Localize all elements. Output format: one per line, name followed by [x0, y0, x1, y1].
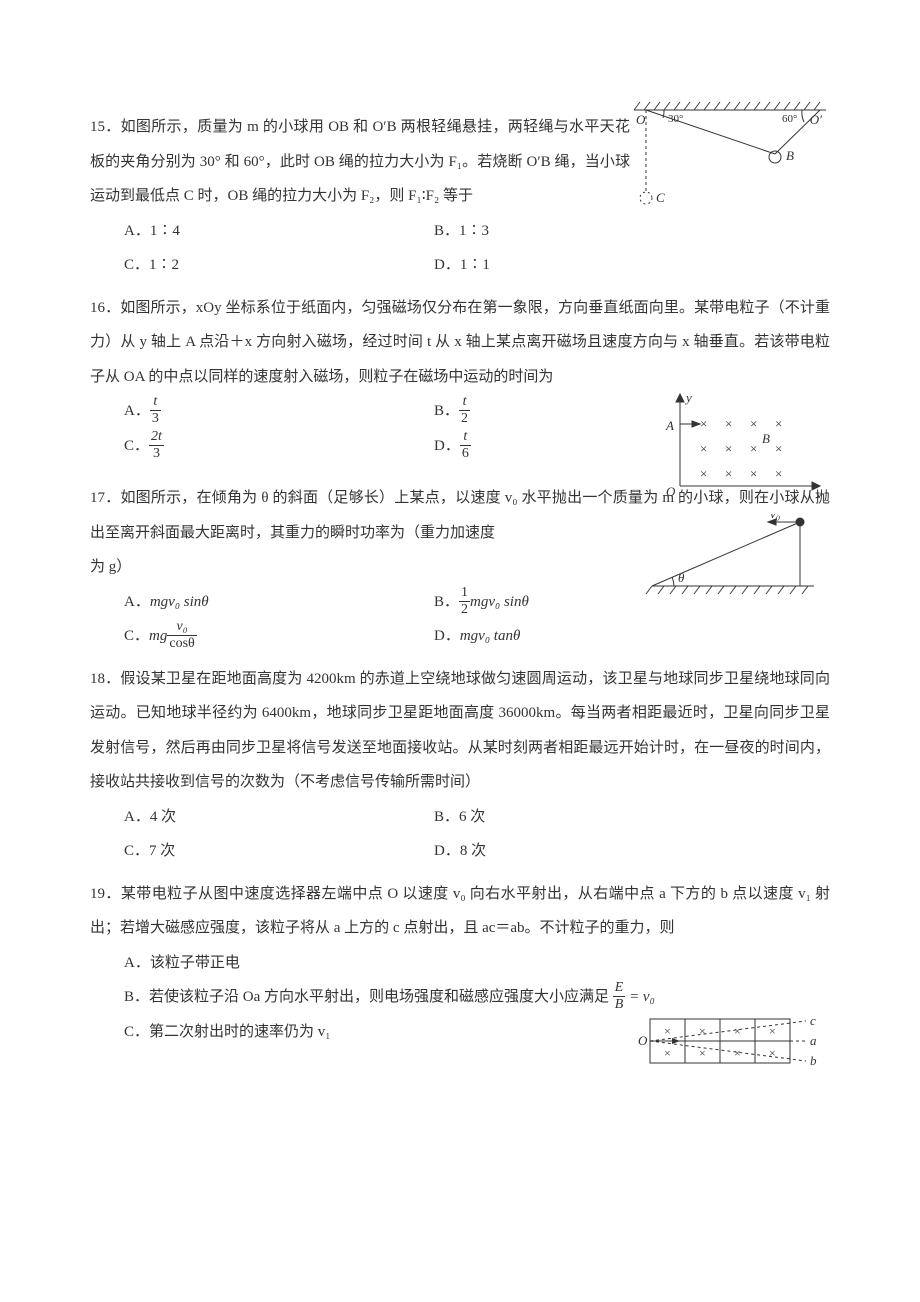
question-16: 16．如图所示，xOy 坐标系位于纸面内，匀强磁场仅分布在第一象限，方向垂直纸面…	[90, 291, 830, 464]
q15-number: 15．	[90, 119, 121, 135]
svg-text:×: ×	[750, 441, 757, 456]
svg-text:×: ×	[699, 1046, 706, 1060]
label-O: O	[638, 1033, 648, 1048]
svg-text:×: ×	[775, 466, 782, 481]
question-15: O O′ B C 30° 60° 15．如图所示，质量为 m 的小球用 OB 和…	[90, 110, 830, 283]
svg-text:×: ×	[769, 1024, 776, 1038]
q18-opts-row1: A．4 次 B．6 次	[90, 800, 830, 835]
q17-opt-d: D．mgv₀ tanθ	[434, 619, 694, 654]
svg-text:×: ×	[700, 416, 707, 431]
label-C: C	[656, 190, 665, 205]
q17-opt-c: C．mgv₀cosθ	[124, 619, 434, 654]
svg-text:×: ×	[725, 416, 732, 431]
q15-opt-c: C．1∶2	[124, 248, 434, 283]
q18-body: 假设某卫星在距地面高度为 4200km 的赤道上空绕地球做匀速圆周运动，该卫星与…	[90, 671, 830, 791]
q19-number: 19．	[90, 886, 121, 902]
question-18: 18．假设某卫星在距地面高度为 4200km 的赤道上空绕地球做匀速圆周运动，该…	[90, 662, 830, 869]
q18-opt-c: C．7 次	[124, 834, 434, 869]
svg-text:×: ×	[725, 466, 732, 481]
label-b: b	[810, 1053, 817, 1068]
svg-text:×: ×	[769, 1046, 776, 1060]
label-v0: v₀	[770, 514, 780, 521]
q15-opts-row2: C．1∶2 D．1∶1	[90, 248, 830, 283]
q18-opt-a: A．4 次	[124, 800, 434, 835]
svg-text:×: ×	[750, 416, 757, 431]
svg-text:×: ×	[664, 1046, 671, 1060]
svg-text:×: ×	[775, 441, 782, 456]
label-B: B	[786, 148, 794, 163]
svg-text:×: ×	[775, 416, 782, 431]
q19-body: 某带电粒子从图中速度选择器左端中点 O 以速度 v₀ 向右水平射出，从右端中点 …	[90, 886, 830, 937]
label-y: y	[684, 390, 692, 405]
q15-opt-a: A．1∶4	[124, 214, 434, 249]
q15-opt-d: D．1∶1	[434, 248, 694, 283]
label-B: B	[762, 431, 770, 446]
label-30deg: 30°	[668, 113, 683, 125]
label-c: c	[810, 1013, 816, 1028]
q16-opt-c: C．2t3	[124, 429, 434, 464]
label-O: O	[636, 112, 646, 127]
label-60deg: 60°	[782, 113, 797, 125]
q16-opt-a: A．t3	[124, 394, 434, 429]
q15-body: 如图所示，质量为 m 的小球用 OB 和 O′B 两根轻绳悬挂，两轻绳与水平天花…	[90, 119, 630, 204]
label-Oprime: O′	[810, 112, 822, 127]
svg-text:×: ×	[725, 441, 732, 456]
svg-text:×: ×	[700, 466, 707, 481]
svg-text:×: ×	[734, 1024, 741, 1038]
svg-text:×: ×	[750, 466, 757, 481]
q17-opts-row2: C．mgv₀cosθ D．mgv₀ tanθ	[90, 619, 830, 654]
q17-opt-a: A．mgv₀ sinθ	[124, 585, 434, 620]
q19-opt-a: A．该粒子带正电	[90, 946, 830, 981]
figure-q19: × × × × × × × × O c a b	[630, 1007, 830, 1077]
q16-body: 如图所示，xOy 坐标系位于纸面内，匀强磁场仅分布在第一象限，方向垂直纸面向里。…	[90, 300, 830, 385]
svg-text:×: ×	[664, 1024, 671, 1038]
q16-text: 16．如图所示，xOy 坐标系位于纸面内，匀强磁场仅分布在第一象限，方向垂直纸面…	[90, 291, 830, 395]
label-theta: θ	[678, 570, 685, 585]
figure-q15: O O′ B C 30° 60°	[630, 100, 830, 210]
q17-number: 17．	[90, 490, 120, 506]
q18-text: 18．假设某卫星在距地面高度为 4200km 的赤道上空绕地球做匀速圆周运动，该…	[90, 662, 830, 800]
q18-opts-row2: C．7 次 D．8 次	[90, 834, 830, 869]
q19-text: 19．某带电粒子从图中速度选择器左端中点 O 以速度 v₀ 向右水平射出，从右端…	[90, 877, 830, 946]
label-A: A	[665, 418, 674, 433]
q15-opt-b: B．1∶3	[434, 214, 694, 249]
q18-number: 18．	[90, 671, 120, 687]
label-a: a	[810, 1033, 817, 1048]
question-19: 19．某带电粒子从图中速度选择器左端中点 O 以速度 v₀ 向右水平射出，从右端…	[90, 877, 830, 1050]
svg-text:×: ×	[734, 1046, 741, 1060]
q16-number: 16．	[90, 300, 120, 316]
q15-opts-row1: A．1∶4 B．1∶3	[90, 214, 830, 249]
question-17: 17．如图所示，在倾角为 θ 的斜面（足够长）上某点，以速度 v₀ 水平抛出一个…	[90, 481, 830, 654]
svg-text:×: ×	[699, 1024, 706, 1038]
q18-opt-d: D．8 次	[434, 834, 694, 869]
figure-q17: θ v₀	[640, 514, 830, 604]
exam-page: O O′ B C 30° 60° 15．如图所示，质量为 m 的小球用 OB 和…	[0, 0, 920, 1302]
svg-text:×: ×	[700, 441, 707, 456]
q18-opt-b: B．6 次	[434, 800, 694, 835]
